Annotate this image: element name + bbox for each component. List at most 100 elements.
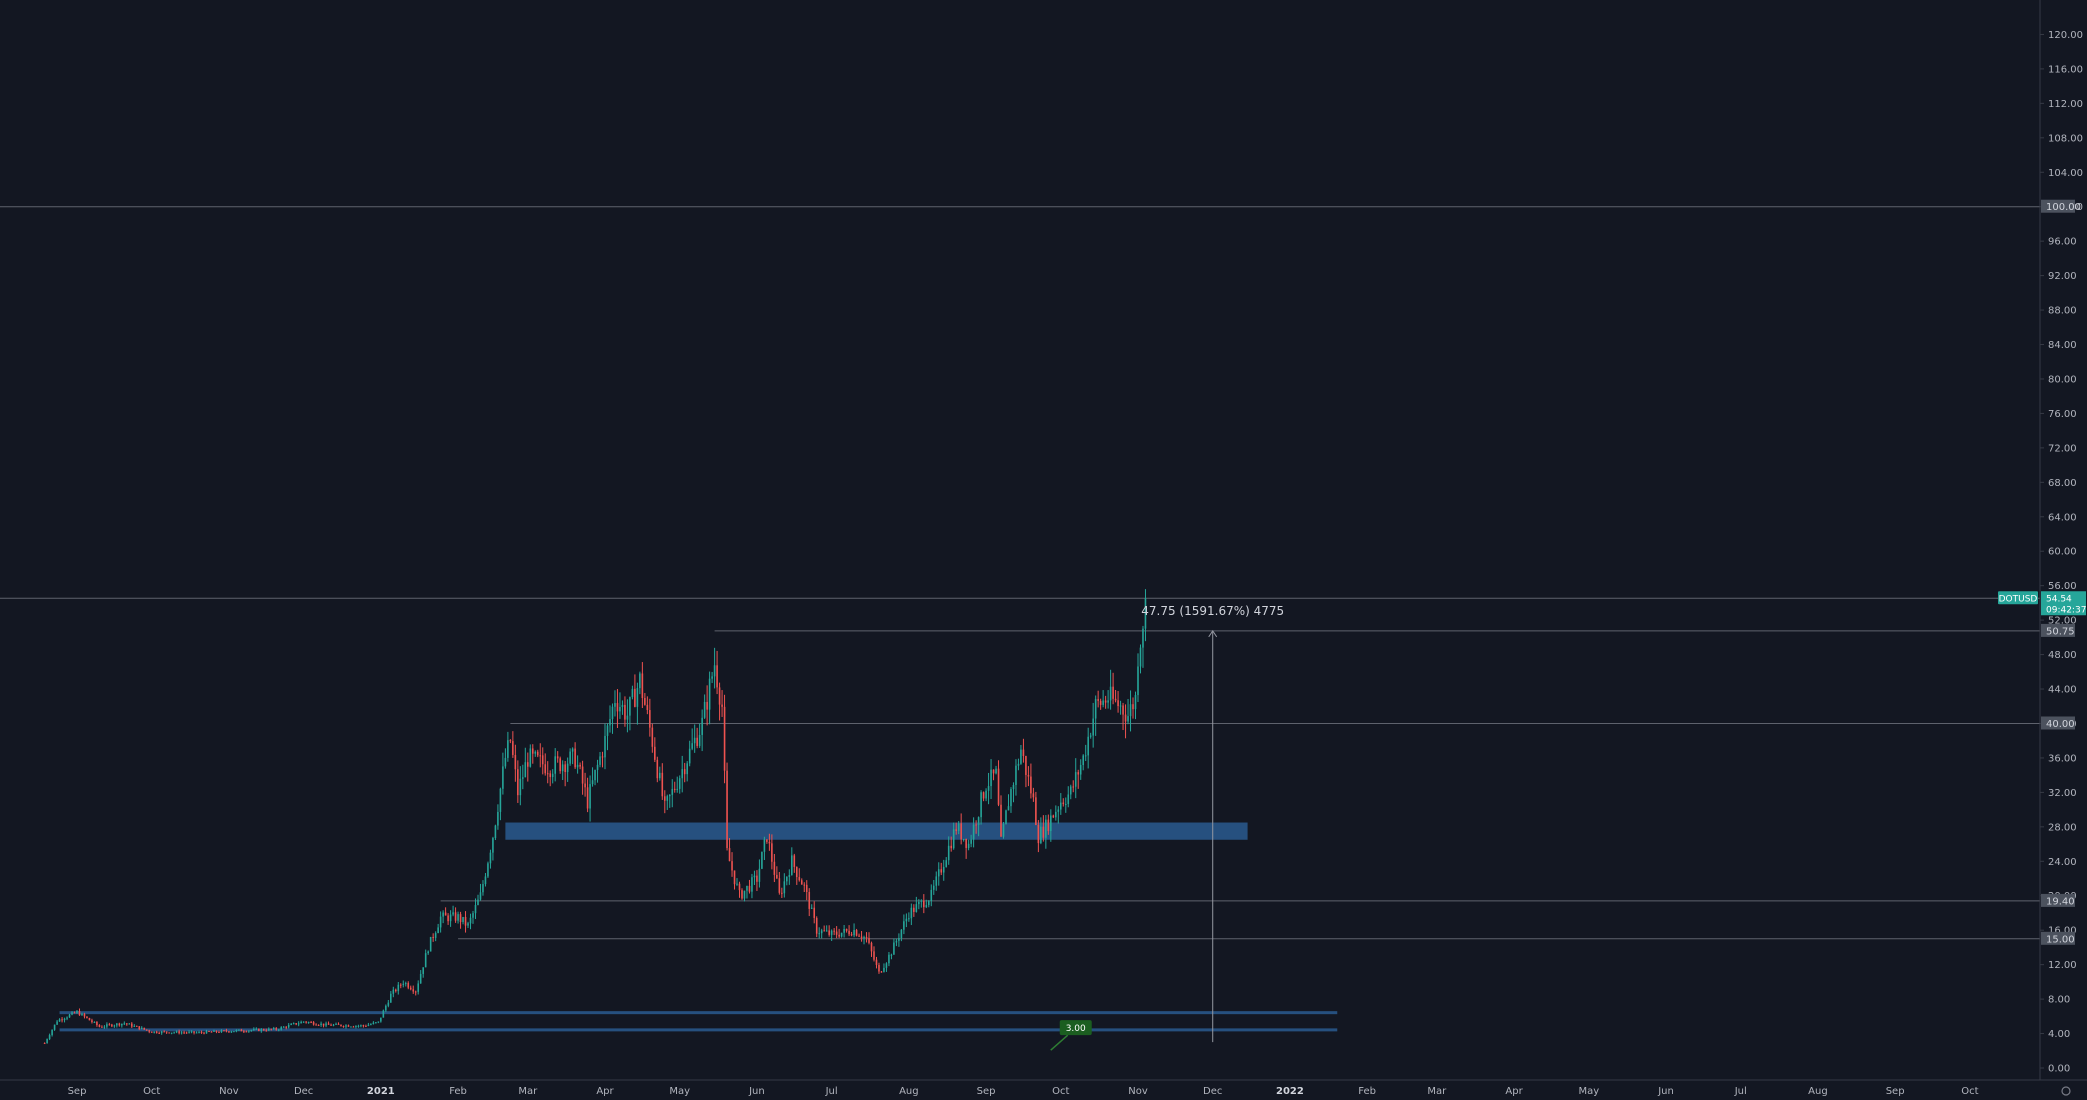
candle-body xyxy=(464,916,467,926)
candle-body xyxy=(390,993,392,1003)
time-axis-label: Nov xyxy=(1128,1086,1148,1097)
candle-body xyxy=(1062,802,1065,805)
candle-body xyxy=(1025,756,1027,775)
candle-body xyxy=(392,989,395,994)
candle-body xyxy=(992,769,995,774)
candle-body xyxy=(1092,718,1094,736)
candle-body xyxy=(678,778,681,789)
candle-body xyxy=(469,917,472,924)
level-price-tag xyxy=(2041,199,2075,213)
candle-body xyxy=(492,838,494,853)
time-axis[interactable]: Sep Oct Nov Dec 2021 Feb Mar Apr May Jun Jul Aug Sep… xyxy=(68,1086,1979,1097)
candle-body xyxy=(193,1031,195,1033)
candle-body xyxy=(78,1010,81,1016)
candle-body xyxy=(230,1031,233,1033)
time-axis-label: Jul xyxy=(825,1086,838,1097)
last-price-value: 54.54 xyxy=(2046,594,2072,604)
level-price-tag xyxy=(2041,716,2075,730)
candle-body xyxy=(559,758,561,772)
candle-body xyxy=(502,766,504,789)
candle-body xyxy=(126,1023,128,1025)
candle-body xyxy=(791,855,793,876)
time-axis-label: Oct xyxy=(1961,1086,1978,1097)
candle-body xyxy=(661,772,664,797)
candle-body xyxy=(524,762,527,778)
candle-body xyxy=(875,959,878,965)
candle-body xyxy=(604,735,606,758)
candle-body xyxy=(1129,704,1132,717)
candle-body xyxy=(898,937,900,941)
candle-body xyxy=(429,936,432,952)
support-zones xyxy=(59,822,1338,1032)
candle-body xyxy=(1077,772,1080,775)
candle-body xyxy=(512,741,514,755)
price-axis[interactable]: 0.004.008.0012.0016.0020.0024.0028.0032.… xyxy=(2040,30,2083,1075)
candle-body xyxy=(566,763,569,773)
candle-body xyxy=(277,1029,280,1031)
candle-body xyxy=(972,824,975,840)
candle-body xyxy=(46,1039,48,1044)
candle-body xyxy=(459,914,462,923)
time-axis-label: Aug xyxy=(1808,1086,1828,1097)
candle-body xyxy=(1132,704,1134,710)
note-label: 3.00 xyxy=(1066,1024,1086,1034)
candle-body xyxy=(686,763,688,775)
candle-body xyxy=(302,1021,305,1023)
candle-body xyxy=(843,928,845,933)
candle-body xyxy=(923,900,925,908)
candle-body xyxy=(1137,666,1139,696)
level-price-tag-label: 40.00 xyxy=(2046,719,2075,730)
candle-body xyxy=(534,751,537,754)
price-axis-label: 96.00 xyxy=(2048,237,2077,248)
candle-body xyxy=(945,860,948,867)
candle-body xyxy=(703,701,706,718)
candle-body xyxy=(282,1026,285,1028)
candle-body xyxy=(835,931,838,935)
candle-body xyxy=(335,1023,337,1025)
candle-body xyxy=(883,967,885,972)
candle-body xyxy=(1094,699,1097,719)
chart-settings-button[interactable] xyxy=(2061,1086,2071,1096)
candle-body xyxy=(397,984,400,992)
candle-body xyxy=(1074,772,1077,787)
candle-body xyxy=(357,1025,360,1027)
candle-body xyxy=(878,964,880,972)
candle-body xyxy=(248,1030,250,1032)
candle-body xyxy=(549,773,552,778)
candle-body xyxy=(903,921,905,930)
candle-body xyxy=(748,885,751,892)
support-zone xyxy=(59,1028,1338,1032)
candle-body xyxy=(272,1028,275,1030)
candle-body xyxy=(88,1017,91,1021)
candle-body xyxy=(776,874,778,879)
candle-body xyxy=(327,1023,330,1025)
candle-body xyxy=(265,1030,268,1032)
candle-body xyxy=(185,1032,188,1034)
candle-body xyxy=(497,811,499,826)
candle-body xyxy=(579,764,581,767)
candle-body xyxy=(180,1032,183,1034)
time-axis-label: Jun xyxy=(748,1086,765,1097)
time-axis-label: Feb xyxy=(449,1086,467,1097)
candle-body xyxy=(439,916,442,928)
level-price-tag xyxy=(2041,893,2075,907)
candle-body xyxy=(190,1031,193,1033)
candle-body xyxy=(624,704,626,720)
candle-body xyxy=(300,1021,302,1024)
candle-body xyxy=(1089,735,1092,737)
candle-body xyxy=(1109,686,1112,701)
candle-body xyxy=(736,883,738,885)
candle-body xyxy=(462,916,464,923)
candle-body xyxy=(554,756,556,774)
last-price-marker: DOTUSD 54.54 09:42:37 xyxy=(1998,591,2086,616)
candle-body xyxy=(86,1016,88,1018)
candle-body xyxy=(352,1026,355,1028)
candle-body xyxy=(163,1031,165,1033)
candle-body xyxy=(173,1032,175,1034)
candle-body xyxy=(472,913,474,918)
time-axis-label: Feb xyxy=(1358,1086,1376,1097)
candle-body xyxy=(1114,698,1117,701)
horizontal-levels xyxy=(0,206,2040,940)
candle-body xyxy=(150,1031,153,1033)
